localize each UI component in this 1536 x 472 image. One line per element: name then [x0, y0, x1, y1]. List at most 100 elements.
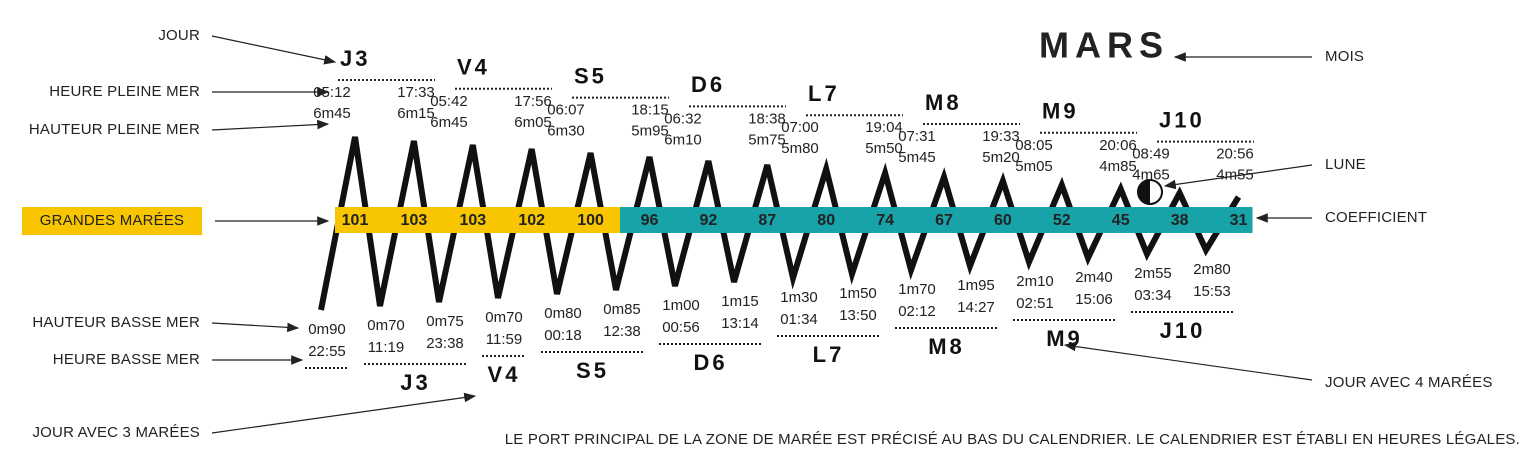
low-height: 0m70: [367, 317, 405, 334]
coefficient: 101: [342, 212, 369, 229]
day-label: J3: [340, 46, 370, 71]
high-height: 6m45: [430, 114, 468, 131]
label-mois: MOIS: [1325, 48, 1364, 65]
high-time: 07:31: [898, 128, 936, 145]
low-time: 03:34: [1134, 287, 1172, 304]
footer-note: LE PORT PRINCIPAL DE LA ZONE DE MARÉE ES…: [505, 431, 1520, 448]
label-heure-basse-mer: HEURE BASSE MER: [53, 351, 200, 368]
high-time: 19:33: [982, 128, 1020, 145]
low-time: 12:38: [603, 323, 641, 340]
high-time: 08:49: [1132, 146, 1170, 163]
high-time: 08:05: [1015, 137, 1053, 154]
high-time: 17:56: [514, 93, 552, 110]
low-height: 2m80: [1193, 261, 1231, 278]
day-label: S5: [576, 358, 609, 383]
low-time: 22:55: [308, 343, 346, 360]
high-time: 19:04: [865, 119, 903, 136]
coefficient-cell: [973, 207, 1033, 233]
high-time: 18:15: [631, 102, 669, 119]
coefficient-cell: [678, 207, 739, 233]
day-label: M8: [928, 334, 965, 359]
coefficient: 67: [935, 212, 953, 229]
label-lune: LUNE: [1325, 156, 1366, 173]
high-height: 5m20: [982, 149, 1020, 166]
coefficient: 92: [700, 212, 718, 229]
arrow: [211, 35, 337, 65]
coefficient: 60: [994, 212, 1012, 229]
low-time: 01:34: [780, 311, 818, 328]
high-height: 5m45: [898, 149, 936, 166]
label-grandes-marees: GRANDES MARÉES: [40, 212, 185, 229]
coefficient-cell: [561, 207, 621, 233]
day-label: J3: [400, 370, 430, 395]
high-height: 5m80: [781, 140, 819, 157]
high-height: 5m50: [865, 140, 903, 157]
high-height: 4m55: [1216, 167, 1254, 184]
high-height: 5m75: [748, 131, 786, 148]
low-height: 1m50: [839, 285, 877, 302]
low-time: 00:56: [662, 319, 700, 336]
arrow: [211, 119, 330, 131]
day-label: S5: [574, 63, 607, 88]
low-time: 00:18: [544, 327, 582, 344]
high-time: 05:42: [430, 93, 468, 110]
high-height: 4m85: [1099, 158, 1137, 175]
arrow: [211, 392, 477, 434]
arrow: [1163, 164, 1313, 190]
low-height: 0m85: [603, 301, 641, 318]
day-label: L7: [813, 342, 845, 367]
day-label: V4: [457, 55, 490, 80]
low-height: 2m10: [1016, 273, 1054, 290]
coefficient-cell: [1150, 207, 1210, 233]
low-time: 13:14: [721, 315, 759, 332]
coefficient: 87: [758, 212, 776, 229]
low-height: 1m15: [721, 293, 759, 310]
high-time: 06:07: [547, 102, 585, 119]
low-height: 0m75: [426, 313, 464, 330]
low-height: 0m90: [308, 321, 346, 338]
coefficient-cell: [335, 207, 385, 233]
high-height: 6m45: [313, 105, 351, 122]
low-height: 2m40: [1075, 269, 1113, 286]
coefficient-cell: [737, 207, 798, 233]
low-time: 15:53: [1193, 283, 1231, 300]
high-height: 6m15: [397, 105, 435, 122]
label-hauteur-pleine-mer: HAUTEUR PLEINE MER: [29, 121, 200, 138]
low-time: 13:50: [839, 307, 877, 324]
coefficient: 80: [817, 212, 835, 229]
coefficient-cell: [1209, 207, 1253, 233]
low-height: 1m70: [898, 281, 936, 298]
coefficient-cell: [384, 207, 444, 233]
day-label: M9: [1046, 326, 1083, 351]
coefficient: 38: [1171, 212, 1189, 229]
high-height: 5m95: [631, 123, 669, 140]
high-height: 6m30: [547, 123, 585, 140]
high-time: 20:56: [1216, 146, 1254, 163]
coefficient: 31: [1230, 212, 1248, 229]
high-height: 5m05: [1015, 158, 1053, 175]
day-label: L7: [808, 81, 840, 106]
low-height: 1m95: [957, 277, 995, 294]
coefficient: 52: [1053, 212, 1071, 229]
low-time: 02:12: [898, 303, 936, 320]
arrow: [1063, 341, 1313, 381]
label-jour-3-marees: JOUR AVEC 3 MARÉES: [32, 424, 200, 441]
coefficient: 45: [1112, 212, 1130, 229]
coefficient: 103: [401, 212, 428, 229]
high-height: 6m05: [514, 114, 552, 131]
low-height: 2m55: [1134, 265, 1172, 282]
day-label: J10: [1159, 107, 1205, 132]
low-time: 11:59: [486, 331, 522, 348]
low-height: 0m80: [544, 305, 582, 322]
high-time: 05:12: [313, 84, 351, 101]
label-hauteur-basse-mer: HAUTEUR BASSE MER: [32, 314, 200, 331]
high-time: 06:32: [664, 110, 702, 127]
month: MARS: [1039, 25, 1169, 66]
arrow: [211, 322, 300, 333]
moon-shade: [1138, 180, 1150, 204]
high-time: 07:00: [781, 119, 819, 136]
day-label: M9: [1042, 99, 1079, 124]
day-label: V4: [488, 362, 521, 387]
low-height: 1m30: [780, 289, 818, 306]
